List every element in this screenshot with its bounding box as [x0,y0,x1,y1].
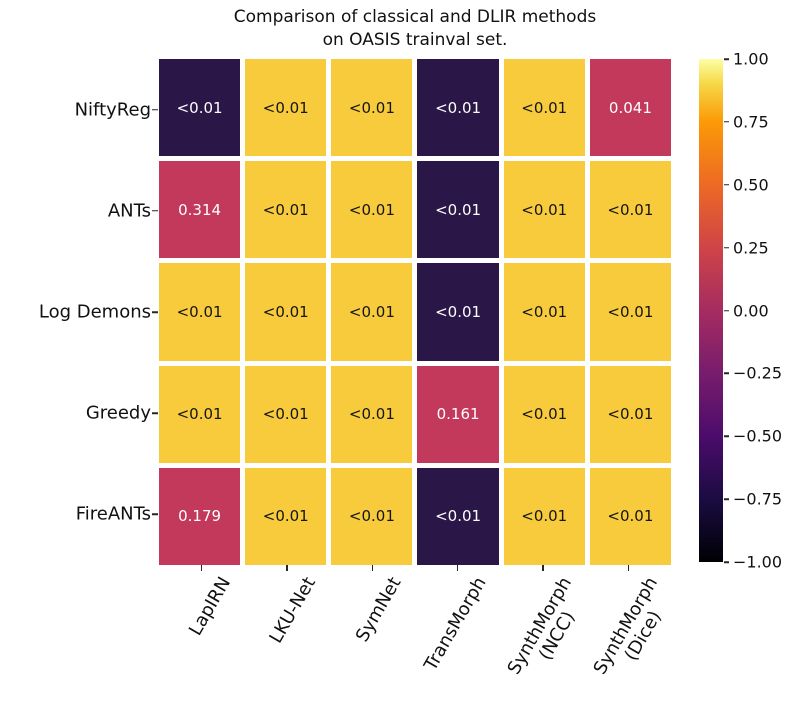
heatmap-cell-log-demons-transmorph: <0.01 [417,263,499,361]
y-tick-mark-greedy [152,412,158,414]
heatmap-cell-fireants-symnet: <0.01 [331,467,413,565]
x-tick-label-lapirn: LapIRN [184,573,235,640]
y-tick-label-fireants: FireANTs [75,503,151,525]
heatmap-cell-greedy-synthmorph-ncc: <0.01 [503,365,585,463]
heatmap-cell-ants-transmorph: <0.01 [417,161,499,259]
heatmap-cell-fireants-lku-net: <0.01 [245,467,327,565]
heatmap-cell-greedy-synthmorph-dice: <0.01 [589,365,671,463]
x-tick-mark-transmorph [456,565,459,571]
colorbar-tick-mark-1 [724,121,729,123]
x-tick-label-lku-net: LKU-Net [265,573,321,647]
y-tick-label-greedy: Greedy [85,402,151,424]
heatmap-cell-log-demons-symnet: <0.01 [331,263,413,361]
y-tick-label-log-demons: Log Demons [38,301,151,323]
chart-title: Comparison of classical and DLIR methods… [118,6,712,52]
colorbar-tick-mark-4 [724,309,729,312]
colorbar-tick-mark-2 [724,184,729,186]
x-tick-label-transmorph: TransMorph [420,573,491,675]
heatmap-cell-fireants-lapirn: 0.179 [159,467,241,565]
heatmap-cell-ants-symnet: <0.01 [331,161,413,259]
heatmap-cell-niftyreg-symnet: <0.01 [331,59,413,157]
y-tick-label-ants: ANTs [107,200,151,222]
x-tick-mark-symnet [371,565,374,571]
x-tick-label-symnet: SymNet [351,573,406,646]
heatmap-cell-niftyreg-synthmorph-ncc: <0.01 [503,59,585,157]
x-tick-label-synthmorph-ncc: SynthMorph (NCC) [503,573,580,679]
heatmap-cell-fireants-synthmorph-ncc: <0.01 [503,467,585,565]
heatmap-cell-niftyreg-transmorph: <0.01 [417,59,499,157]
y-tick-mark-log-demons [152,311,158,313]
colorbar-tick-label-8: −1.00 [733,552,783,572]
chart-title-line2: on OASIS trainval set. [322,30,508,50]
heatmap-cell-fireants-synthmorph-dice: <0.01 [589,467,671,565]
y-tick-mark-ants [152,210,158,212]
heatmap-cell-log-demons-synthmorph-ncc: <0.01 [503,263,585,361]
x-tick-mark-synthmorph-dice [627,565,630,571]
heatmap-cell-niftyreg-lapirn: <0.01 [159,59,241,157]
colorbar-gradient [699,59,723,562]
heatmap-cell-fireants-transmorph: <0.01 [417,467,499,565]
heatmap-cell-greedy-transmorph: 0.161 [417,365,499,463]
colorbar-tick-label-3: 0.25 [733,238,769,258]
heatmap-cell-greedy-lku-net: <0.01 [245,365,327,463]
heatmap-cell-greedy-lapirn: <0.01 [159,365,241,463]
colorbar-tick-mark-8 [724,561,729,563]
heatmap-cell-ants-synthmorph-ncc: <0.01 [503,161,585,259]
colorbar-tick-label-4: 0.00 [733,301,769,320]
colorbar-tick-mark-6 [724,435,729,437]
heatmap-cell-ants-lku-net: <0.01 [245,161,327,259]
colorbar-tick-mark-7 [724,498,729,500]
heatmap-cell-ants-lapirn: 0.314 [159,161,241,259]
x-tick-mark-synthmorph-ncc [542,565,544,571]
x-tick-label-synthmorph-dice: SynthMorph (Dice) [589,573,666,679]
colorbar-tick-label-0: 1.00 [733,49,769,69]
heatmap-cell-greedy-symnet: <0.01 [331,365,413,463]
colorbar-tick-mark-5 [724,372,729,375]
heatmap-cell-ants-synthmorph-dice: <0.01 [589,161,671,259]
x-tick-mark-lku-net [286,565,288,571]
heatmap-cell-log-demons-lku-net: <0.01 [245,263,327,361]
x-tick-mark-lapirn [200,565,203,571]
colorbar-tick-mark-3 [724,246,729,249]
y-tick-mark-fireants [152,513,158,516]
heatmap-cell-log-demons-synthmorph-dice: <0.01 [589,263,671,361]
chart-title-line1: Comparison of classical and DLIR methods [233,7,597,27]
colorbar-tick-label-1: 0.75 [733,112,769,132]
colorbar-tick-label-7: −0.75 [733,489,783,509]
colorbar-tick-label-6: −0.50 [733,426,783,446]
y-tick-label-niftyreg: NiftyReg [74,99,151,121]
heatmap-cell-niftyreg-synthmorph-dice: 0.041 [589,59,671,157]
heatmap-cell-log-demons-lapirn: <0.01 [159,263,241,361]
colorbar-tick-label-5: −0.25 [733,363,783,383]
y-tick-mark-niftyreg [152,108,158,111]
colorbar-tick-mark-0 [724,58,729,60]
heatmap-cell-niftyreg-lku-net: <0.01 [245,59,327,157]
heatmap-grid: <0.01 <0.01 <0.01 <0.01 <0.01 0.041 0.314 <0.01… [159,59,671,565]
colorbar-tick-label-2: 0.50 [733,175,769,195]
